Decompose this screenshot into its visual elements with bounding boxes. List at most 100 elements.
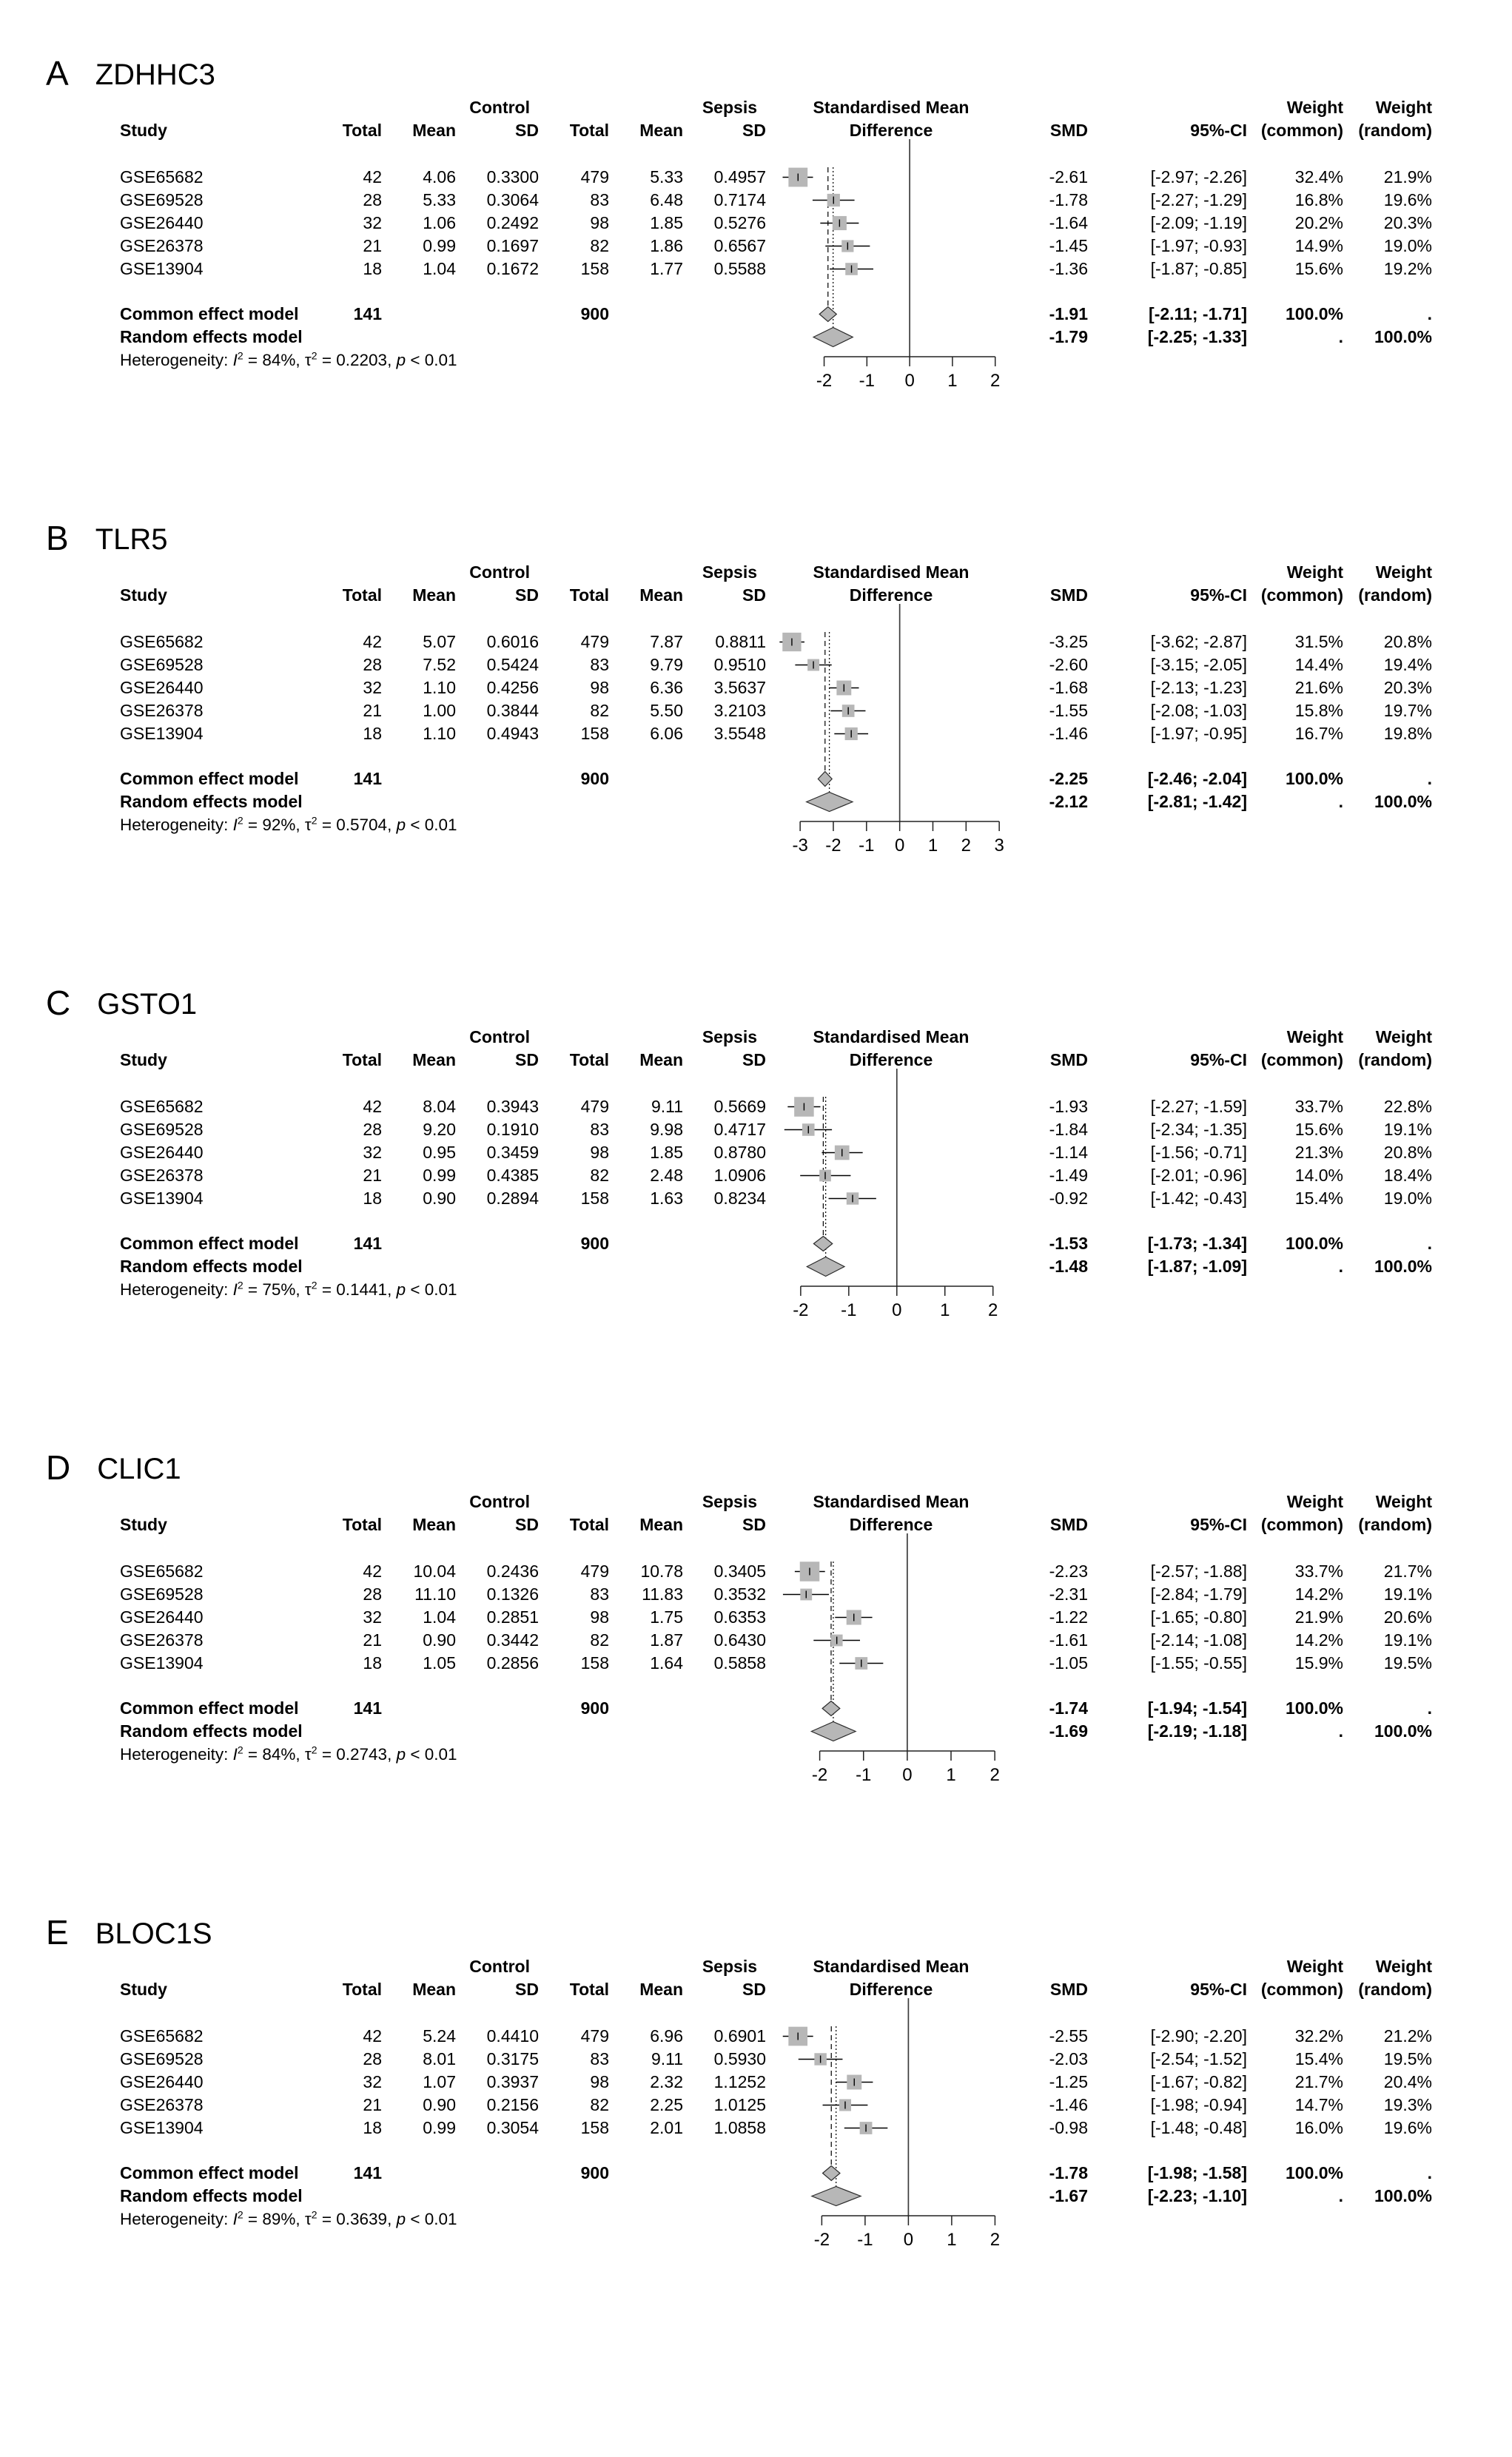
effect-square: [802, 1123, 815, 1136]
ci-value: [-3.15; -2.05]: [1150, 655, 1247, 674]
control-mean-value: 1.00: [423, 701, 456, 720]
sepsis-sd-header: SD: [742, 585, 766, 605]
sepsis-total-value: 98: [590, 2072, 609, 2091]
common-weight-common-value: 100.0%: [1285, 2163, 1343, 2182]
control-mean-header: Mean: [412, 121, 456, 140]
heterogeneity-text: Heterogeneity: I2 = 89%, τ2 = 0.3639, p …: [111, 2208, 769, 2233]
control-total-value: 18: [363, 1189, 382, 1208]
control-total-value: 32: [363, 213, 382, 232]
weight-random-value: 19.1%: [1383, 1630, 1432, 1650]
control-mean-value: 5.24: [423, 2026, 456, 2046]
common-effect-label: Common effect model: [120, 1698, 299, 1718]
sepsis-sd-value: 1.1252: [713, 2072, 766, 2091]
weight-common-value: 15.6%: [1294, 1120, 1343, 1139]
study-column-header: Study: [120, 1980, 167, 1999]
forest-table: Control Sepsis Standardised Mean Weight Weig…: [111, 1955, 1512, 2250]
ci-value: [-2.57; -1.88]: [1150, 1562, 1247, 1581]
tau-squared-symbol: τ: [304, 1745, 312, 1764]
panel-head: C GSTO1: [0, 974, 1512, 1020]
random-weight-random-value: 100.0%: [1374, 2186, 1432, 2205]
sepsis-mean-header: Mean: [639, 1980, 683, 1999]
sepsis-total-value: 83: [590, 655, 609, 674]
effect-square: [807, 659, 820, 671]
sepsis-sd-value: 0.6567: [713, 236, 766, 255]
random-ci-value: [-2.19; -1.18]: [1147, 1721, 1247, 1741]
control-total-header: Total: [342, 1050, 382, 1069]
study-label: GSE26378: [120, 2095, 204, 2114]
sepsis-total-value: 158: [580, 1189, 609, 1208]
weight-random-value: 19.8%: [1383, 724, 1432, 743]
control-sd-value: 0.1910: [486, 1120, 539, 1139]
effect-square: [832, 215, 847, 231]
weight-common-header-line2: (common): [1260, 1980, 1343, 1999]
sepsis-total-value: 83: [590, 190, 609, 209]
common-weight-random-value: .: [1427, 1698, 1432, 1718]
sepsis-sd-value: 0.8811: [715, 632, 766, 651]
smd-value: -3.25: [1049, 632, 1088, 651]
sepsis-mean-value: 5.50: [650, 701, 683, 720]
control-group-header: Control: [469, 98, 530, 117]
smd-header-line2: Difference: [849, 121, 933, 140]
control-sd-value: 0.4410: [486, 2026, 539, 2046]
sepsis-total-value: 158: [580, 724, 609, 743]
effect-square: [855, 1657, 868, 1670]
sepsis-group-header: Sepsis: [702, 1957, 757, 1976]
sepsis-mean-value: 5.33: [650, 167, 683, 186]
control-total-value: 18: [363, 724, 382, 743]
control-total-value: 42: [363, 1097, 382, 1116]
study-label: GSE65682: [120, 2026, 204, 2046]
random-effects-diamond: [805, 791, 854, 813]
effect-square: [814, 2053, 827, 2066]
control-mean-header: Mean: [412, 1050, 456, 1069]
common-total-value: 141: [353, 769, 382, 788]
forest-table: Control Sepsis Standardised Mean Weight Weig…: [111, 561, 1512, 856]
het-prefix: Heterogeneity:: [120, 1745, 229, 1764]
control-mean-value: 5.33: [423, 190, 456, 209]
sepsis-total-value: 83: [590, 2049, 609, 2068]
control-total-header: Total: [342, 121, 382, 140]
weight-common-value: 21.7%: [1294, 2072, 1343, 2091]
smd-value: -1.22: [1049, 1607, 1088, 1627]
axis-tick-label: 2: [988, 1300, 998, 1320]
weight-common-header-line1: Weight: [1286, 1492, 1343, 1511]
panel-head: E BLOC1S: [0, 1903, 1512, 1949]
effect-square: [841, 705, 855, 717]
common-sepsis-total-value: 900: [580, 769, 609, 788]
smd-header-line1: Standardised Mean: [813, 1957, 970, 1976]
weight-random-header-line2: (random): [1358, 1980, 1432, 1999]
sepsis-sd-header: SD: [742, 1050, 766, 1069]
axis-tick-label: 1: [947, 2230, 956, 2250]
axis-tick-label: -2: [812, 1765, 827, 1785]
control-mean-header: Mean: [412, 1515, 456, 1534]
common-total-value: 141: [353, 2163, 382, 2182]
sepsis-group-header: Sepsis: [702, 1492, 757, 1511]
superscript-2: 2: [237, 349, 243, 362]
study-label: GSE26440: [120, 2072, 204, 2091]
sepsis-sd-value: 0.6901: [713, 2026, 766, 2046]
smd-column-header: SMD: [1049, 121, 1088, 140]
axis-tick-label: 2: [990, 371, 1000, 391]
control-mean-value: 0.90: [423, 1189, 456, 1208]
sepsis-total-value: 479: [580, 632, 609, 651]
ci-value: [-2.27; -1.59]: [1150, 1097, 1247, 1116]
sepsis-group-header: Sepsis: [702, 1027, 757, 1046]
control-total-value: 21: [363, 236, 382, 255]
control-total-value: 18: [363, 259, 382, 278]
smd-value: -1.14: [1049, 1143, 1088, 1162]
weight-common-header-line2: (common): [1260, 1515, 1343, 1534]
equals-glue: =: [243, 2210, 263, 2228]
sepsis-mean-value: 10.78: [640, 1562, 683, 1581]
control-sd-value: 0.1697: [486, 236, 539, 255]
smd-value: -2.03: [1049, 2049, 1088, 2068]
control-total-header: Total: [342, 1980, 382, 1999]
control-total-value: 32: [363, 678, 382, 697]
panel-title: TLR5: [95, 523, 168, 556]
control-total-value: 21: [363, 1630, 382, 1650]
effect-square: [834, 1145, 850, 1160]
control-sd-header: SD: [515, 1515, 539, 1534]
control-sd-header: SD: [515, 1980, 539, 1999]
i-squared-value: 92%: [262, 816, 296, 834]
weight-common-value: 32.2%: [1294, 2026, 1343, 2046]
p-symbol: p: [396, 1745, 406, 1764]
weight-random-header-line1: Weight: [1375, 1027, 1432, 1046]
